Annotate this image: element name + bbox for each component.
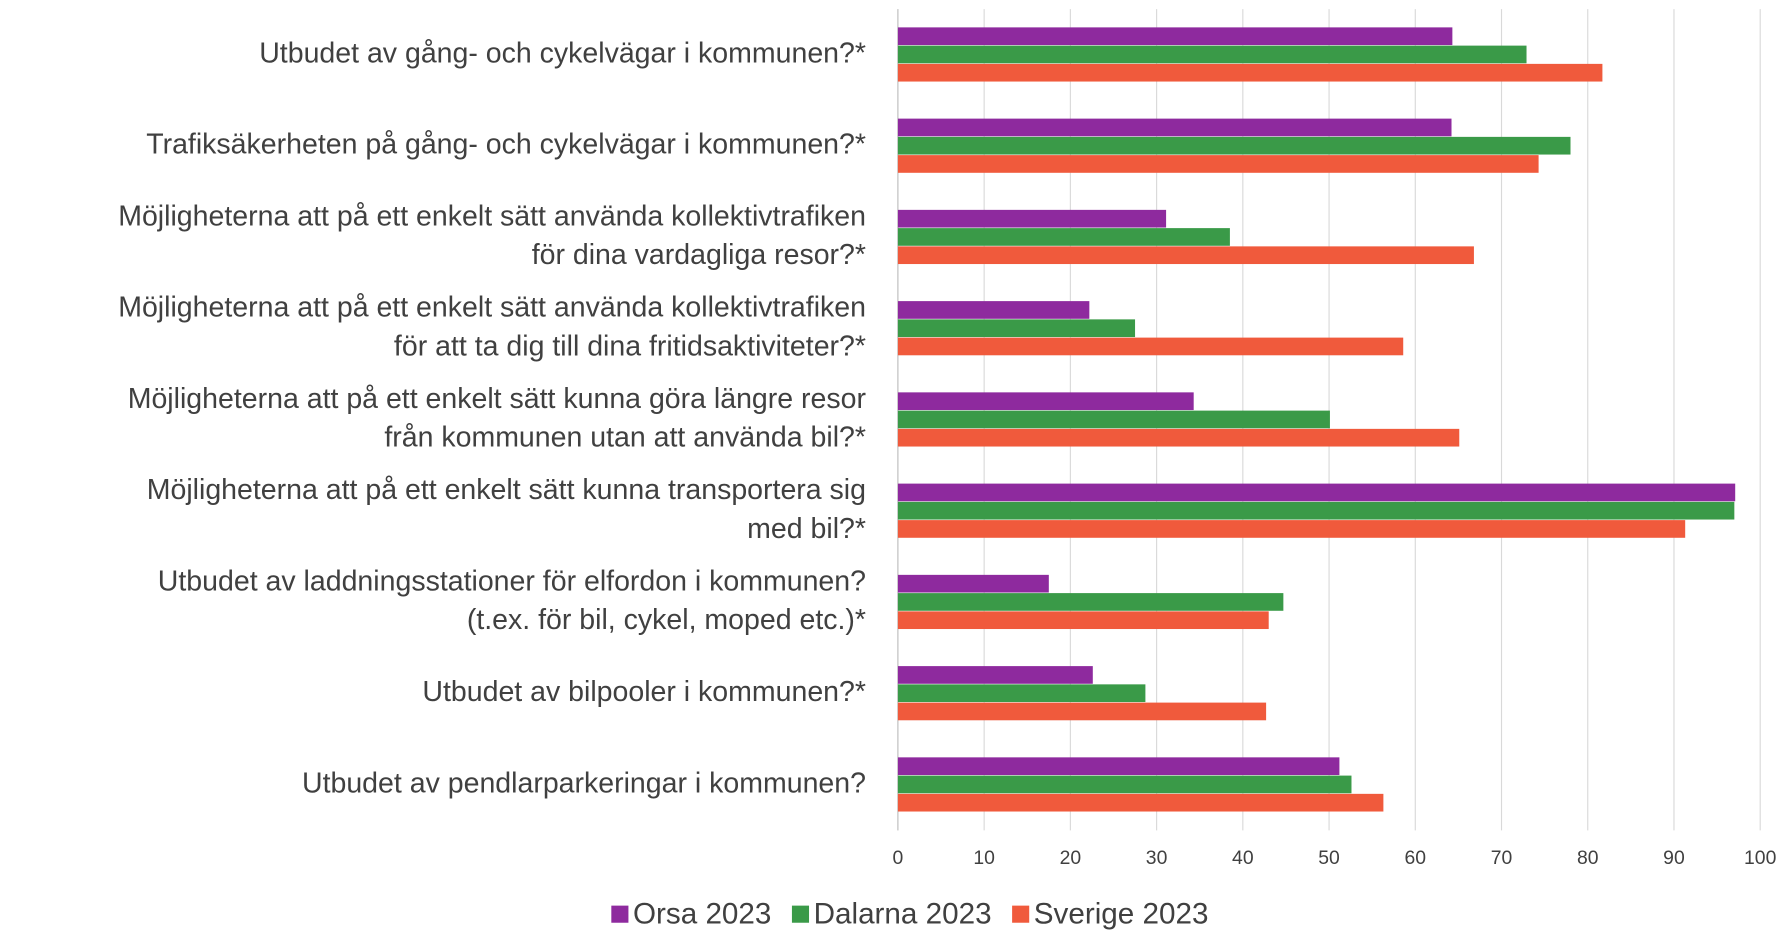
bar	[897, 483, 1736, 502]
bar	[897, 666, 1093, 684]
bar	[897, 501, 1735, 520]
legend-label: Orsa 2023	[633, 898, 771, 931]
y-tick-label: med bil?*	[747, 513, 866, 545]
y-tick-label: Utbudet av bilpooler i kommunen?*	[422, 676, 866, 708]
bar	[897, 337, 1404, 356]
bar	[897, 410, 1330, 429]
y-tick-label: för att ta dig till dina fritidsaktivite…	[394, 330, 866, 362]
bar	[897, 775, 1352, 794]
bar	[897, 684, 1146, 703]
x-tick-label: 100	[1744, 847, 1777, 869]
bar	[897, 27, 1453, 46]
y-tick-label: Möjligheterna att på ett enkelt sätt kun…	[147, 474, 866, 506]
y-tick-label: Trafiksäkerheten på gång- och cykelvägar…	[146, 129, 866, 161]
bar	[897, 319, 1136, 338]
bar	[897, 118, 1452, 137]
y-tick-label: Möjligheterna att på ett enkelt sätt anv…	[118, 200, 866, 232]
legend-label: Sverige 2023	[1034, 898, 1209, 931]
bar	[897, 611, 1269, 630]
legend-swatch	[1012, 905, 1030, 923]
x-tick-label: 70	[1491, 847, 1513, 869]
y-tick-label: Möjligheterna att på ett enkelt sätt anv…	[118, 292, 866, 324]
y-tick-label: från kommunen utan att använda bil?*	[384, 422, 866, 454]
x-tick-label: 90	[1663, 847, 1685, 869]
y-tick-label: (t.ex. för bil, cykel, moped etc.)*	[467, 604, 866, 636]
bar	[897, 757, 1340, 776]
y-tick-label: Möjligheterna att på ett enkelt sätt kun…	[128, 383, 867, 415]
bar	[897, 63, 1603, 82]
x-tick-label: 80	[1577, 847, 1599, 869]
x-tick-label: 50	[1318, 847, 1340, 869]
legend-label: Dalarna 2023	[814, 898, 992, 931]
bar	[897, 593, 1284, 611]
x-tick-label: 60	[1405, 847, 1427, 869]
bar	[897, 392, 1194, 411]
legend-swatch	[611, 905, 629, 923]
bar	[897, 209, 1167, 228]
x-tick-label: 10	[973, 847, 995, 869]
y-tick-label: Utbudet av pendlarparkeringar i kommunen…	[302, 767, 866, 799]
bar	[897, 793, 1384, 812]
y-tick-label: Utbudet av laddningsstationer för elford…	[158, 565, 866, 597]
bar	[897, 574, 1049, 593]
bar	[897, 702, 1267, 721]
bar	[897, 246, 1474, 265]
x-tick-label: 20	[1060, 847, 1082, 869]
bar	[897, 228, 1230, 246]
bar	[897, 520, 1686, 538]
legend-swatch	[791, 905, 810, 923]
bar	[897, 428, 1460, 447]
x-tick-label: 30	[1146, 847, 1168, 869]
bar	[897, 45, 1527, 64]
x-tick-label: 0	[893, 847, 904, 869]
bar	[897, 155, 1539, 173]
bar	[897, 301, 1090, 319]
bar	[897, 136, 1571, 155]
y-tick-label: för dina vardagliga resor?*	[532, 239, 866, 271]
x-tick-label: 40	[1232, 847, 1254, 869]
y-tick-label: Utbudet av gång- och cykelvägar i kommun…	[259, 37, 866, 69]
